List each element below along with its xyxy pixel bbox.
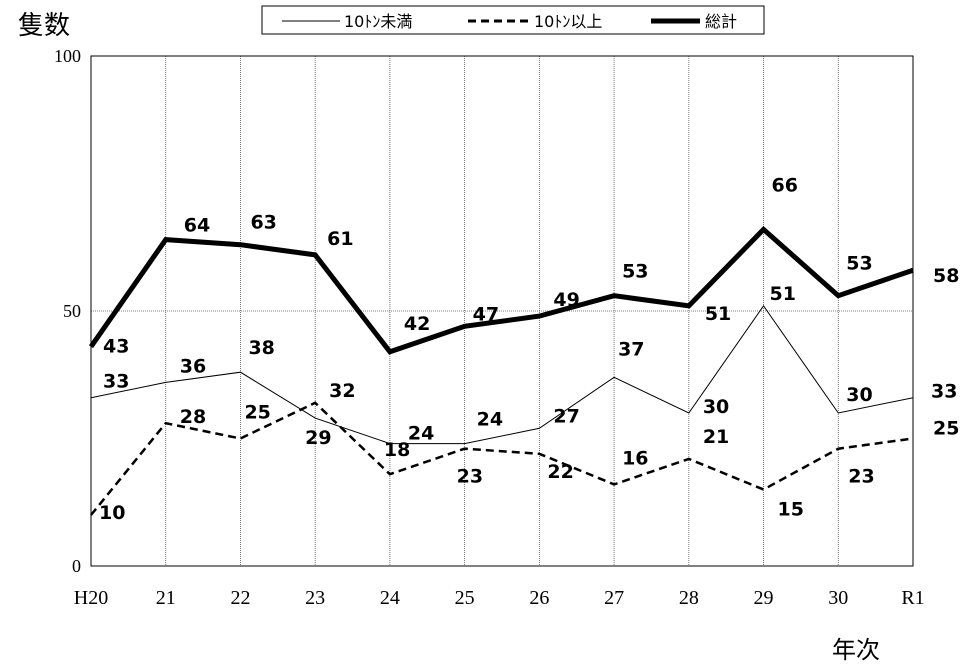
data-label: 66 bbox=[772, 174, 798, 196]
x-tick-label: 23 bbox=[305, 587, 325, 609]
data-label: 27 bbox=[553, 405, 579, 427]
x-tick-label: 25 bbox=[455, 587, 475, 609]
series-line-1 bbox=[90, 401, 914, 516]
data-label: 51 bbox=[770, 283, 796, 305]
series-lines bbox=[88, 225, 914, 516]
series-line-2 bbox=[88, 225, 914, 355]
data-label: 30 bbox=[846, 384, 872, 406]
x-tick-label: 29 bbox=[754, 587, 774, 609]
data-label: 32 bbox=[329, 380, 355, 402]
data-label: 29 bbox=[305, 427, 331, 449]
series-line-0 bbox=[90, 305, 914, 445]
data-label: 23 bbox=[848, 466, 874, 488]
data-label: 47 bbox=[473, 303, 499, 325]
data-label: 30 bbox=[703, 396, 729, 418]
grid bbox=[91, 56, 913, 566]
data-label: 10 bbox=[99, 502, 125, 524]
x-tick-label: 22 bbox=[230, 587, 250, 609]
data-label: 33 bbox=[931, 381, 957, 403]
x-axis-title: 年次 bbox=[832, 637, 880, 664]
data-label: 23 bbox=[457, 466, 483, 488]
data-label: 42 bbox=[404, 313, 430, 335]
data-label: 24 bbox=[477, 409, 503, 431]
data-label: 51 bbox=[705, 303, 731, 325]
data-label: 43 bbox=[103, 336, 129, 358]
plot-area-border bbox=[90, 55, 914, 567]
data-label: 15 bbox=[778, 499, 804, 521]
y-tick-label: 0 bbox=[72, 556, 81, 576]
x-tick-label: H20 bbox=[74, 587, 108, 609]
x-tick-label: 28 bbox=[679, 587, 699, 609]
data-label: 53 bbox=[622, 261, 648, 283]
data-label: 25 bbox=[933, 418, 959, 440]
x-tick-label: 26 bbox=[529, 587, 549, 609]
data-label: 28 bbox=[180, 406, 206, 428]
data-label: 25 bbox=[244, 402, 270, 424]
data-labels: 33 36 38 29 24 24 27 37 30 51 30 33 10 28 25 32 18 23 22 16… bbox=[99, 174, 959, 524]
data-label: 18 bbox=[384, 439, 410, 461]
data-label: 64 bbox=[184, 215, 210, 237]
y-axis-ticks: 0 50 100 bbox=[54, 46, 81, 576]
data-label: 33 bbox=[103, 371, 129, 393]
data-label: 36 bbox=[180, 355, 206, 377]
legend-label-under-10t: 10ﾄﾝ未満 bbox=[344, 12, 412, 31]
x-tick-label: 27 bbox=[604, 587, 624, 609]
x-tick-label: 21 bbox=[156, 587, 176, 609]
legend-label-over-10t: 10ﾄﾝ以上 bbox=[534, 12, 602, 31]
data-label: 38 bbox=[248, 337, 274, 359]
y-axis-title: 隻数 bbox=[18, 11, 70, 40]
data-label: 21 bbox=[703, 426, 729, 448]
data-label: 63 bbox=[250, 212, 276, 234]
data-label: 58 bbox=[933, 265, 959, 287]
data-label: 53 bbox=[846, 253, 872, 275]
data-label: 16 bbox=[622, 447, 648, 469]
data-label: 61 bbox=[327, 228, 353, 250]
x-axis-ticks: H20 21 22 23 24 25 26 27 28 29 30 R1 bbox=[74, 587, 925, 609]
data-label: 24 bbox=[408, 423, 434, 445]
y-tick-label: 50 bbox=[63, 301, 81, 321]
legend: 10ﾄﾝ未満 10ﾄﾝ以上 総計 bbox=[261, 5, 765, 35]
data-label: 22 bbox=[547, 461, 573, 483]
x-tick-label: 24 bbox=[380, 587, 400, 609]
x-tick-label: R1 bbox=[901, 587, 924, 609]
data-label: 37 bbox=[618, 338, 644, 360]
x-tick-label: 30 bbox=[828, 587, 848, 609]
legend-label-total: 総計 bbox=[705, 12, 737, 31]
data-label: 49 bbox=[553, 289, 579, 311]
y-tick-label: 100 bbox=[54, 46, 81, 66]
